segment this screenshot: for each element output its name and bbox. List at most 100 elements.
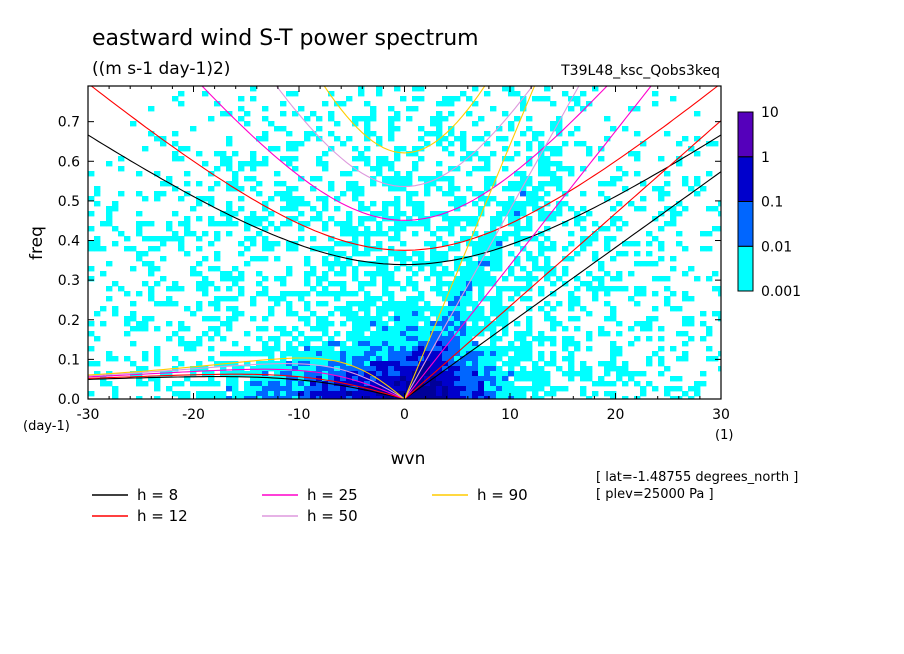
heatmap-cell [382,351,389,357]
heatmap-cell [304,336,311,342]
heatmap-cell [466,386,473,392]
heatmap-cell [376,311,383,317]
heatmap-cell [148,246,155,252]
heatmap-cell [490,196,497,202]
heatmap-cell [88,196,95,202]
heatmap-cell [226,206,233,212]
heatmap-cell [580,106,587,112]
heatmap-cell [88,346,95,352]
heatmap-cell [220,336,227,342]
heatmap-cell [466,266,473,272]
heatmap-cell [400,376,407,382]
heatmap-cell [562,326,569,332]
heatmap-cell [424,186,431,192]
heatmap-cell [256,181,263,187]
heatmap-cell [460,306,467,312]
heatmap-cell [424,191,431,197]
heatmap-cell [172,141,179,147]
heatmap-cell [580,216,587,222]
heatmap-cell [466,381,473,387]
heatmap-cell [634,371,641,377]
heatmap-cell [520,276,527,282]
heatmap-cell [256,351,263,357]
heatmap-cell [358,316,365,322]
heatmap-cell [634,291,641,297]
heatmap-cell [640,286,647,292]
heatmap-cell [268,306,275,312]
heatmap-cell [388,356,395,362]
heatmap-cell [316,336,323,342]
heatmap-cell [370,391,377,397]
heatmap-cell [616,201,623,207]
heatmap-cell [418,156,425,162]
heatmap-cell [262,116,269,122]
heatmap-cell [472,246,479,252]
heatmap-cell [382,276,389,282]
heatmap-cell [130,316,137,322]
heatmap-cell [274,276,281,282]
heatmap-cell [328,216,335,222]
heatmap-cell [508,356,515,362]
heatmap-cell [598,331,605,337]
heatmap-cell [418,331,425,337]
y-tick-label: 0.5 [58,194,80,210]
heatmap-cell [310,386,317,392]
heatmap-cell [532,136,539,142]
heatmap-cell [376,366,383,372]
heatmap-cell [286,306,293,312]
heatmap-cell [316,316,323,322]
heatmap-cell [478,361,485,367]
dispersion-curve [90,86,719,251]
heatmap-cell [670,291,677,297]
heatmap-cell [490,281,497,287]
heatmap-cell [370,356,377,362]
heatmap-cell [610,351,617,357]
heatmap-cell [550,291,557,297]
heatmap-cell [172,131,179,137]
heatmap-cell [178,156,185,162]
heatmap-cell [154,196,161,202]
heatmap-cell [124,316,131,322]
heatmap-cell [382,206,389,212]
heatmap-cell [532,196,539,202]
heatmap-cell [304,281,311,287]
heatmap-cell [574,216,581,222]
heatmap-cell [358,381,365,387]
heatmap-cell [490,151,497,157]
heatmap-cell [394,176,401,182]
heatmap-cell [472,121,479,127]
heatmap-cell [340,231,347,237]
heatmap-cell [466,366,473,372]
heatmap-cell [538,266,545,272]
heatmap-cell [382,201,389,207]
heatmap-cell [430,306,437,312]
heatmap-cell [286,381,293,387]
heatmap-cell [328,116,335,122]
heatmap-cell [424,141,431,147]
heatmap-cell [256,136,263,142]
heatmap-cell [646,381,653,387]
heatmap-cell [304,256,311,262]
heatmap-cell [484,326,491,332]
heatmap-cell [490,106,497,112]
heatmap-cell [544,226,551,232]
heatmap-cell [682,341,689,347]
heatmap-cell [484,176,491,182]
heatmap-cell [112,201,119,207]
heatmap-cell [604,381,611,387]
heatmap-cell [400,211,407,217]
heatmap-cell [550,316,557,322]
heatmap-cell [400,261,407,267]
heatmap-cell [424,346,431,352]
heatmap-cell [538,246,545,252]
heatmap-cell [316,361,323,367]
heatmap-cell [382,396,389,399]
heatmap-cell [286,391,293,397]
heatmap-cell [550,356,557,362]
heatmap-cell [370,281,377,287]
heatmap-cell [454,201,461,207]
heatmap-cell [220,211,227,217]
heatmap-cell [280,391,287,397]
heatmap-cell [298,211,305,217]
heatmap-cell [568,366,575,372]
